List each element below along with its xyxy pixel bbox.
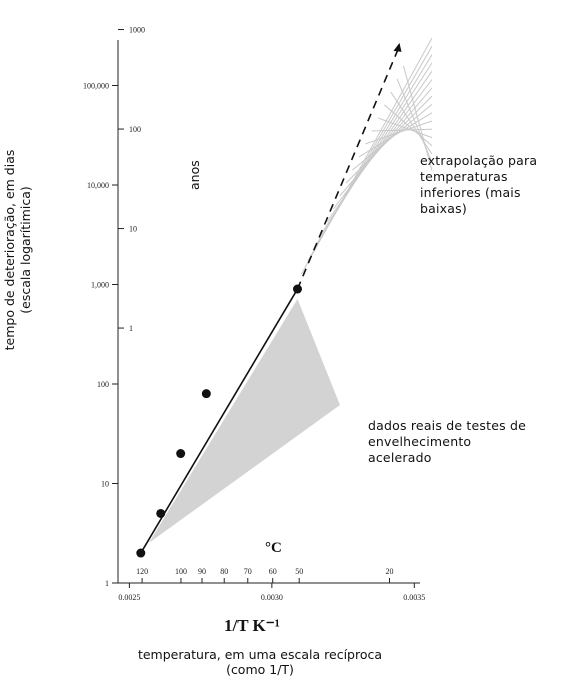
years-tick-label: 1 — [129, 324, 133, 333]
celsius-tick-label: 80 — [220, 567, 228, 576]
measured-note-line-3: acelerado — [368, 450, 432, 465]
extrapolation-hatch-line — [371, 128, 433, 132]
data-point — [176, 449, 186, 459]
y-axis-label: tempo de deterioração, em dias (escala l… — [2, 120, 34, 380]
celsius-tick-label: 20 — [386, 567, 394, 576]
celsius-tick-label: 120 — [136, 567, 148, 576]
years-axis-label: anos — [187, 160, 202, 190]
years-tick-label: 10 — [129, 225, 137, 234]
celsius-tick-label: 70 — [244, 567, 252, 576]
y-tick-label: 1,000 — [91, 281, 109, 290]
measured-region-shade — [148, 299, 340, 544]
x-tick-label: 0.0035 — [403, 593, 425, 602]
extrapolation-hatch-line — [326, 70, 433, 223]
y-axis-label-line-2: (escala logarítimica) — [18, 186, 33, 314]
celsius-tick-label: 50 — [295, 567, 303, 576]
extrapolation-note-line-2: temperaturas — [420, 169, 508, 184]
extrapolation-arrowhead — [393, 42, 402, 52]
fitted-line — [140, 288, 299, 554]
y-tick-label: 100 — [97, 380, 109, 389]
extrapolation-hatch-line — [377, 117, 433, 139]
x-axis-title: 1/T K⁻¹ — [224, 616, 280, 635]
data-point — [136, 548, 146, 558]
x-axis-label-line-2: (como 1/T) — [226, 662, 294, 677]
y-tick-label: 10 — [101, 480, 109, 489]
data-point — [156, 508, 166, 518]
y-tick-label: 1 — [105, 579, 109, 588]
years-tick-label: 100 — [129, 125, 141, 134]
extrapolation-note: extrapolação para temperaturas inferiore… — [420, 153, 537, 217]
extrapolation-note-line-3: inferiores (mais — [420, 185, 521, 200]
extrapolation-hatch-line — [320, 62, 433, 236]
extrapolation-note-line-4: baixas) — [420, 201, 467, 216]
extrapolation-hatch-line — [358, 112, 433, 158]
celsius-tick-label: 90 — [198, 567, 206, 576]
extrapolation-note-line-1: extrapolação para — [420, 153, 538, 168]
data-point — [201, 389, 211, 399]
data-point — [292, 284, 302, 294]
y-tick-label: 10,000 — [87, 181, 109, 190]
measured-note-line-1: dados reais de testes de — [368, 418, 527, 433]
x-tick-label: 0.0030 — [261, 593, 283, 602]
x-axis-label-line-1: temperatura, em uma escala recíproca — [137, 647, 383, 662]
extrapolation-hatch-line — [313, 54, 433, 249]
extrapolation-dashed-line — [296, 45, 401, 290]
celsius-tick-label: 60 — [269, 567, 277, 576]
extrapolation-hatch-line — [332, 79, 433, 210]
y-axis-label-line-1: tempo de deterioração, em dias — [2, 149, 17, 351]
extrapolation-hatch-line — [403, 65, 433, 171]
y-tick-label: 100,000 — [83, 82, 109, 91]
extrapolation-hatch-line — [365, 120, 433, 145]
celsius-tick-label: 100 — [175, 567, 187, 576]
measured-note-line-2: envelhecimento — [368, 434, 472, 449]
measured-region-note: dados reais de testes de envelhecimento … — [368, 418, 526, 466]
years-tick-label: 1000 — [129, 26, 145, 35]
celsius-axis-label: °C — [265, 540, 282, 556]
extrapolation-hatch-line — [384, 104, 433, 147]
x-axis-label: temperatura, em uma escala recíproca (co… — [130, 647, 390, 677]
x-tick-label: 0.0025 — [118, 593, 140, 602]
